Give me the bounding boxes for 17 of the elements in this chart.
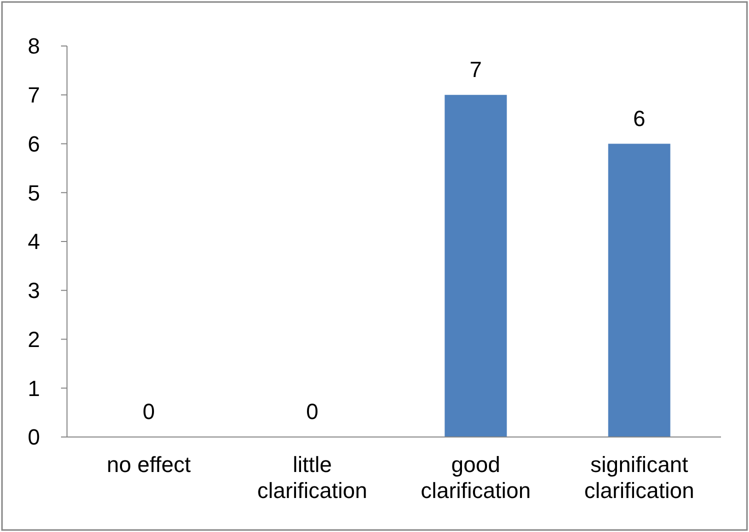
x-tick-label: no effect bbox=[106, 452, 191, 477]
y-tick-label: 6 bbox=[28, 131, 40, 156]
y-tick-label: 8 bbox=[28, 34, 40, 59]
y-tick-label: 1 bbox=[28, 376, 40, 401]
data-label: 0 bbox=[142, 399, 155, 424]
y-tick-label: 4 bbox=[28, 229, 40, 254]
y-tick-label: 5 bbox=[28, 180, 40, 206]
y-tick-label: 3 bbox=[28, 278, 40, 304]
y-tick-label: 0 bbox=[28, 424, 40, 450]
y-tick-label: 7 bbox=[28, 82, 40, 108]
x-tick-label: little clarification bbox=[257, 452, 368, 503]
data-label: 7 bbox=[470, 56, 482, 82]
data-label: 0 bbox=[306, 399, 318, 424]
x-tick-label: significant clarification bbox=[584, 452, 694, 503]
y-tick-label: 2 bbox=[28, 326, 40, 352]
data-label: 6 bbox=[633, 106, 646, 131]
x-tick-label: good clarification bbox=[420, 452, 531, 503]
